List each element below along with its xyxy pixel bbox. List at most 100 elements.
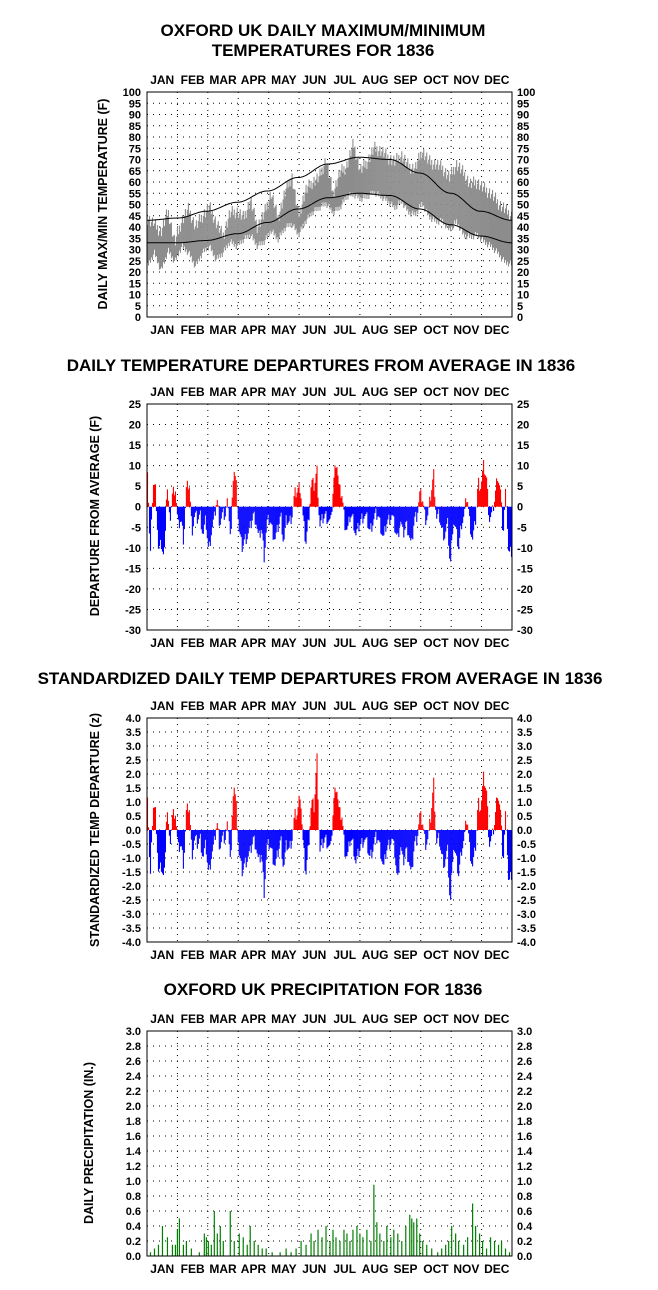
x-tick-label-top: MAR (209, 73, 237, 87)
x-tick-label-bottom: JUN (302, 636, 326, 650)
chart-title: STANDARDIZED DAILY TEMP DEPARTURES FROM … (38, 669, 603, 688)
x-tick-label-bottom: DEC (484, 636, 510, 650)
y-tick-label-left: 2.6 (126, 1056, 141, 1068)
x-tick-label-bottom: APR (241, 1262, 267, 1276)
y-tick-label-right: 3.0 (517, 1026, 532, 1038)
y-tick-label-left: 1.0 (126, 797, 141, 809)
y-tick-label-left: 50 (129, 200, 141, 212)
x-tick-label-top: JUL (333, 73, 356, 87)
x-tick-label-bottom: JAN (150, 323, 174, 337)
x-tick-label-bottom: SEP (394, 636, 418, 650)
x-tick-label-top: FEB (181, 1012, 205, 1026)
y-tick-label-left: 100 (123, 87, 141, 99)
y-tick-label-left: 65 (129, 166, 141, 178)
x-tick-label-top: APR (241, 699, 267, 713)
y-tick-label-left: 10 (129, 290, 141, 302)
y-tick-label-left: -10 (125, 543, 141, 555)
y-tick-label-right: 0.2 (517, 1236, 532, 1248)
y-tick-label-right: 5 (517, 481, 523, 493)
y-tick-label-right: 0.0 (517, 1251, 532, 1263)
x-tick-label-bottom: NOV (453, 323, 479, 337)
x-tick-label-top: SEP (394, 699, 418, 713)
y-tick-label-left: 95 (129, 98, 141, 110)
x-tick-label-top: DEC (484, 385, 510, 399)
x-tick-label-top: NOV (453, 1012, 479, 1026)
normal-min-line (147, 192, 512, 244)
y-tick-label-left: 60 (129, 177, 141, 189)
y-tick-label-left: 15 (129, 440, 141, 452)
y-tick-label-left: -2.0 (122, 881, 141, 893)
y-tick-label-right: 50 (517, 200, 529, 212)
y-tick-label-right: 1.0 (517, 797, 532, 809)
x-tick-label-bottom: MAY (271, 323, 297, 337)
x-tick-label-top: MAR (209, 385, 237, 399)
y-tick-label-right: 0 (517, 312, 523, 324)
plot-border (146, 717, 513, 943)
y-axis-label: STANDARDIZED TEMP DEPARTURE (z) (88, 713, 102, 947)
panel-temperature: OXFORD UK DAILY MAXIMUM/MINIMUM TEMPERAT… (96, 21, 535, 337)
y-axis-label: DEPARTURE FROM AVERAGE (F) (88, 416, 102, 616)
y-tick-label-left: 25 (129, 256, 141, 268)
y-tick-label-left: 80 (129, 132, 141, 144)
y-tick-label-left: -20 (125, 584, 141, 596)
y-tick-label-left: 40 (129, 222, 141, 234)
x-tick-label-top: SEP (394, 73, 418, 87)
y-tick-label-right: 20 (517, 267, 529, 279)
y-tick-label-right: 20 (517, 420, 529, 432)
y-tick-label-right: 0.8 (517, 1191, 532, 1203)
y-tick-label-right: 3.0 (517, 741, 532, 753)
y-tick-label-right: -15 (517, 563, 533, 575)
plot-departures: -30 -30 -25 -25 -20 -20 -15 -15 -10 -10 -5 -5 0 0 5 5 10… (125, 385, 533, 650)
y-tick-label-right: 55 (517, 188, 529, 200)
y-tick-label-right: 0.6 (517, 1206, 532, 1218)
y-tick-label-left: 2.8 (126, 1041, 141, 1053)
y-tick-label-right: 1.4 (517, 1146, 533, 1158)
y-tick-label-right: 65 (517, 166, 529, 178)
y-tick-label-right: -30 (517, 625, 533, 637)
panel-standardized: STANDARDIZED DAILY TEMP DEPARTURES FROM … (38, 669, 603, 962)
y-tick-label-left: 75 (129, 143, 141, 155)
x-tick-label-bottom: AUG (362, 1262, 389, 1276)
y-tick-label-left: 25 (129, 399, 141, 411)
y-tick-label-left: -1.0 (122, 853, 141, 865)
y-tick-label-right: -2.5 (517, 895, 536, 907)
y-tick-label-left: -15 (125, 563, 141, 575)
y-tick-label-left: 0 (135, 502, 141, 514)
x-tick-label-bottom: APR (241, 323, 267, 337)
y-tick-label-right: -10 (517, 543, 533, 555)
y-tick-label-left: -2.5 (122, 895, 141, 907)
y-tick-label-right: 2.0 (517, 1101, 532, 1113)
x-tick-label-bottom: NOV (453, 948, 479, 962)
x-tick-label-bottom: JAN (150, 1262, 174, 1276)
y-tick-label-right: 45 (517, 211, 529, 223)
y-tick-label-left: 2.4 (126, 1071, 142, 1083)
normal-max-line (147, 156, 512, 221)
y-tick-label-right: 15 (517, 440, 529, 452)
x-tick-label-bottom: SEP (394, 323, 418, 337)
y-tick-label-left: 2.2 (126, 1086, 141, 1098)
y-tick-label-left: 70 (129, 155, 141, 167)
x-tick-label-top: MAR (209, 699, 237, 713)
x-tick-label-bottom: JUL (333, 636, 356, 650)
x-tick-label-top: MAY (271, 73, 297, 87)
y-tick-label-left: 10 (129, 461, 141, 473)
x-tick-label-top: JUN (302, 385, 326, 399)
x-tick-label-top: NOV (453, 699, 479, 713)
x-tick-label-bottom: MAY (271, 1262, 297, 1276)
y-tick-label-left: 55 (129, 188, 141, 200)
y-tick-label-left: -3.5 (122, 923, 141, 935)
x-tick-label-top: JAN (150, 73, 174, 87)
y-tick-label-right: 15 (517, 278, 529, 290)
y-tick-label-left: -25 (125, 604, 141, 616)
x-tick-label-top: FEB (181, 73, 205, 87)
y-tick-label-right: 35 (517, 233, 529, 245)
y-tick-label-right: -5 (517, 522, 527, 534)
y-tick-label-right: -1.5 (517, 867, 536, 879)
y-tick-label-right: -25 (517, 604, 533, 616)
y-tick-label-right: -0.5 (517, 839, 536, 851)
x-tick-label-bottom: NOV (453, 1262, 479, 1276)
x-tick-label-top: APR (241, 1012, 267, 1026)
y-axis-label: DAILY MAX/MIN TEMPERATURE (F) (96, 99, 110, 310)
y-tick-label-right: 70 (517, 155, 529, 167)
